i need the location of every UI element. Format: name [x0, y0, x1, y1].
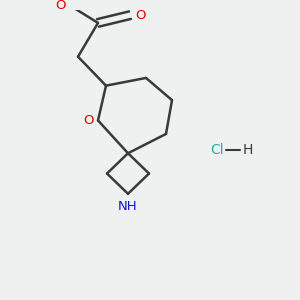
Text: O: O: [55, 0, 65, 12]
Text: O: O: [135, 9, 145, 22]
Text: NH: NH: [118, 200, 138, 213]
Text: Cl: Cl: [210, 143, 224, 157]
Text: O: O: [83, 114, 93, 127]
Text: H: H: [243, 143, 254, 157]
